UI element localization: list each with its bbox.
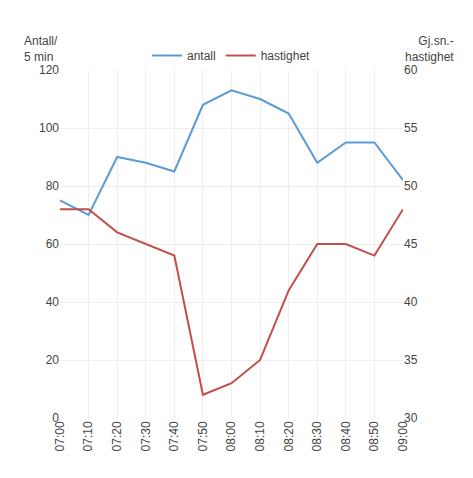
svg-text:antall: antall — [187, 49, 216, 63]
svg-text:Gj.sn.-hastighet: Gj.sn.-hastighet — [405, 34, 454, 64]
svg-text:100: 100 — [39, 121, 59, 135]
svg-text:07:20: 07:20 — [110, 421, 124, 451]
svg-text:09:00: 09:00 — [396, 421, 410, 451]
svg-text:08:00: 08:00 — [224, 421, 238, 451]
svg-text:80: 80 — [46, 179, 60, 193]
svg-text:08:20: 08:20 — [282, 421, 296, 451]
svg-text:40: 40 — [404, 295, 418, 309]
svg-text:30: 30 — [404, 411, 418, 425]
svg-text:50: 50 — [404, 179, 418, 193]
svg-text:35: 35 — [404, 353, 418, 367]
svg-text:20: 20 — [46, 353, 60, 367]
svg-text:07:10: 07:10 — [81, 421, 95, 451]
svg-text:08:30: 08:30 — [310, 421, 324, 451]
svg-text:07:30: 07:30 — [139, 421, 153, 451]
svg-text:hastighet: hastighet — [261, 49, 310, 63]
svg-text:07:50: 07:50 — [196, 421, 210, 451]
svg-text:55: 55 — [404, 121, 418, 135]
svg-text:07:00: 07:00 — [53, 421, 67, 451]
svg-text:08:10: 08:10 — [253, 421, 267, 451]
svg-text:45: 45 — [404, 237, 418, 251]
svg-text:08:50: 08:50 — [367, 421, 381, 451]
svg-text:07:40: 07:40 — [167, 421, 181, 451]
svg-text:40: 40 — [46, 295, 60, 309]
svg-text:60: 60 — [404, 63, 418, 77]
svg-text:Antall/5 min: Antall/5 min — [24, 34, 58, 64]
svg-text:08:40: 08:40 — [339, 421, 353, 451]
svg-text:120: 120 — [39, 63, 59, 77]
svg-text:60: 60 — [46, 237, 60, 251]
svg-text:0: 0 — [52, 411, 59, 425]
